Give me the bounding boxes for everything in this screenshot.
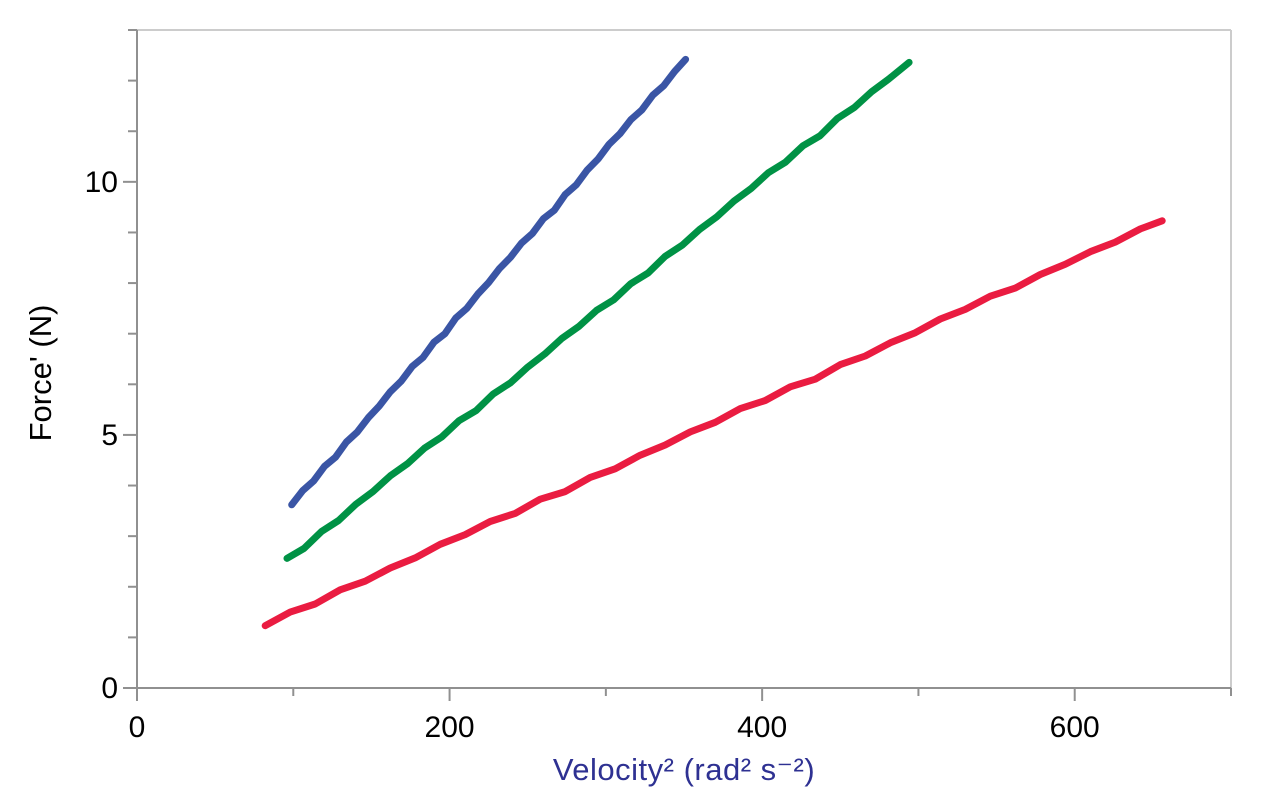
x-axis-title: Velocity² (rad² s⁻²) [552,752,816,787]
y-tick-label: 10 [85,166,118,199]
y-tick-label: 0 [101,672,118,705]
series-line-green-run [283,58,913,562]
y-tick-label: 5 [101,419,118,452]
y-axis-title: Force' (N) [23,304,58,442]
x-tick-label: 0 [129,711,146,744]
x-tick-label: 400 [737,711,787,744]
series-line-red-run [261,217,1166,630]
x-tick-label: 200 [425,711,475,744]
series-line-blue-run [288,55,690,509]
x-tick-label: 600 [1050,711,1100,744]
